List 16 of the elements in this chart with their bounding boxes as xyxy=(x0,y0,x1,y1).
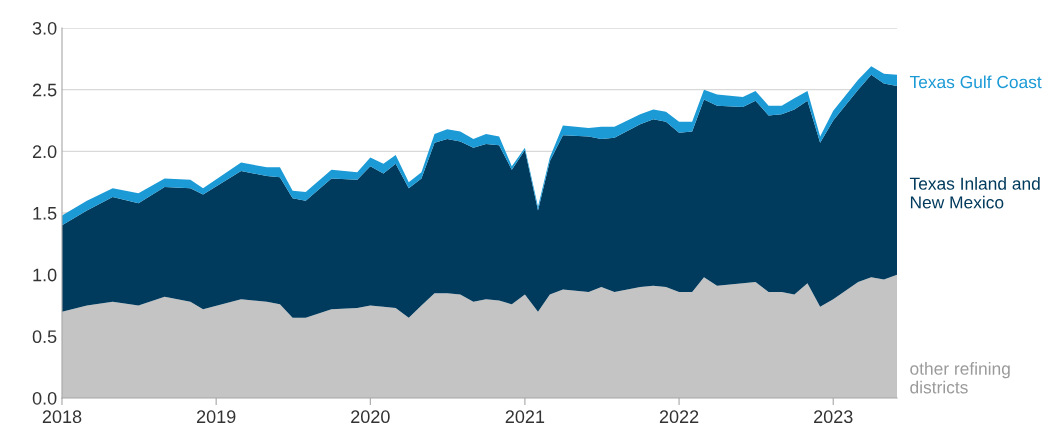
y-tick-label: 1.5 xyxy=(33,207,57,220)
series-label: other refining districts xyxy=(910,362,1010,394)
x-tick-label: 2020 xyxy=(351,410,390,424)
series-label: Texas Inland and New Mexico xyxy=(909,177,1040,209)
x-tick-label: 2022 xyxy=(659,410,699,424)
x-tick-label: 2021 xyxy=(505,410,545,424)
y-tick-label: 3.0 xyxy=(32,21,57,35)
y-tick-label: 0.5 xyxy=(32,330,57,344)
y-tick-label: 2.0 xyxy=(32,145,57,159)
series-label: Texas Gulf Coast xyxy=(909,75,1042,89)
x-tick-label: 2023 xyxy=(814,410,853,424)
x-tick-label: 2019 xyxy=(196,410,236,424)
y-tick-label: 2.5 xyxy=(32,83,57,97)
y-tick-label: 1.0 xyxy=(33,268,57,282)
x-tick-label: 2018 xyxy=(42,410,82,424)
y-tick-label: 0.0 xyxy=(32,391,57,405)
